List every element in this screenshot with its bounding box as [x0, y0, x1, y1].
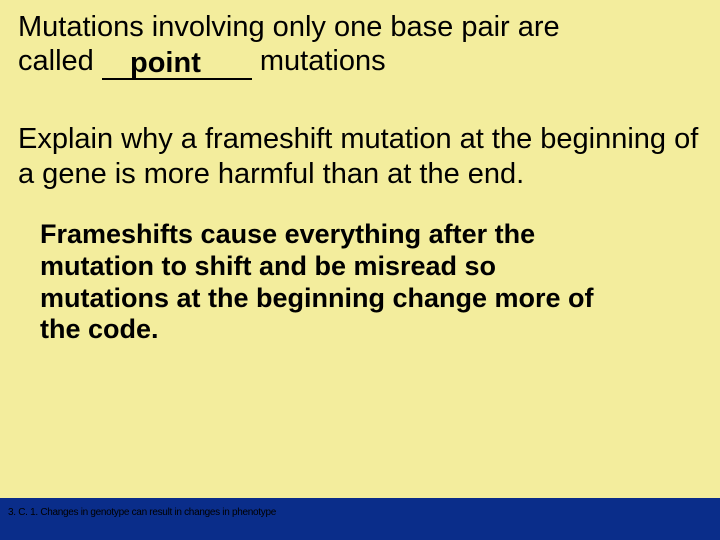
footnote: 3. C. 1. Changes in genotype can result … [8, 507, 276, 518]
slide-content: Mutations involving only one base pair a… [18, 10, 702, 346]
answer-2: Frameshifts cause everything after the m… [40, 219, 610, 346]
slide: Mutations involving only one base pair a… [0, 0, 720, 540]
slide-bottom-band [0, 498, 720, 540]
question-1: Mutations involving only one base pair a… [18, 10, 702, 80]
fill-blank-answer: point [130, 46, 201, 80]
question-1-line-2b: mutations [252, 45, 386, 77]
question-2: Explain why a frameshift mutation at the… [18, 122, 702, 190]
question-1-line-2a: called [18, 45, 102, 77]
question-1-line-1: Mutations involving only one base pair a… [18, 11, 560, 43]
